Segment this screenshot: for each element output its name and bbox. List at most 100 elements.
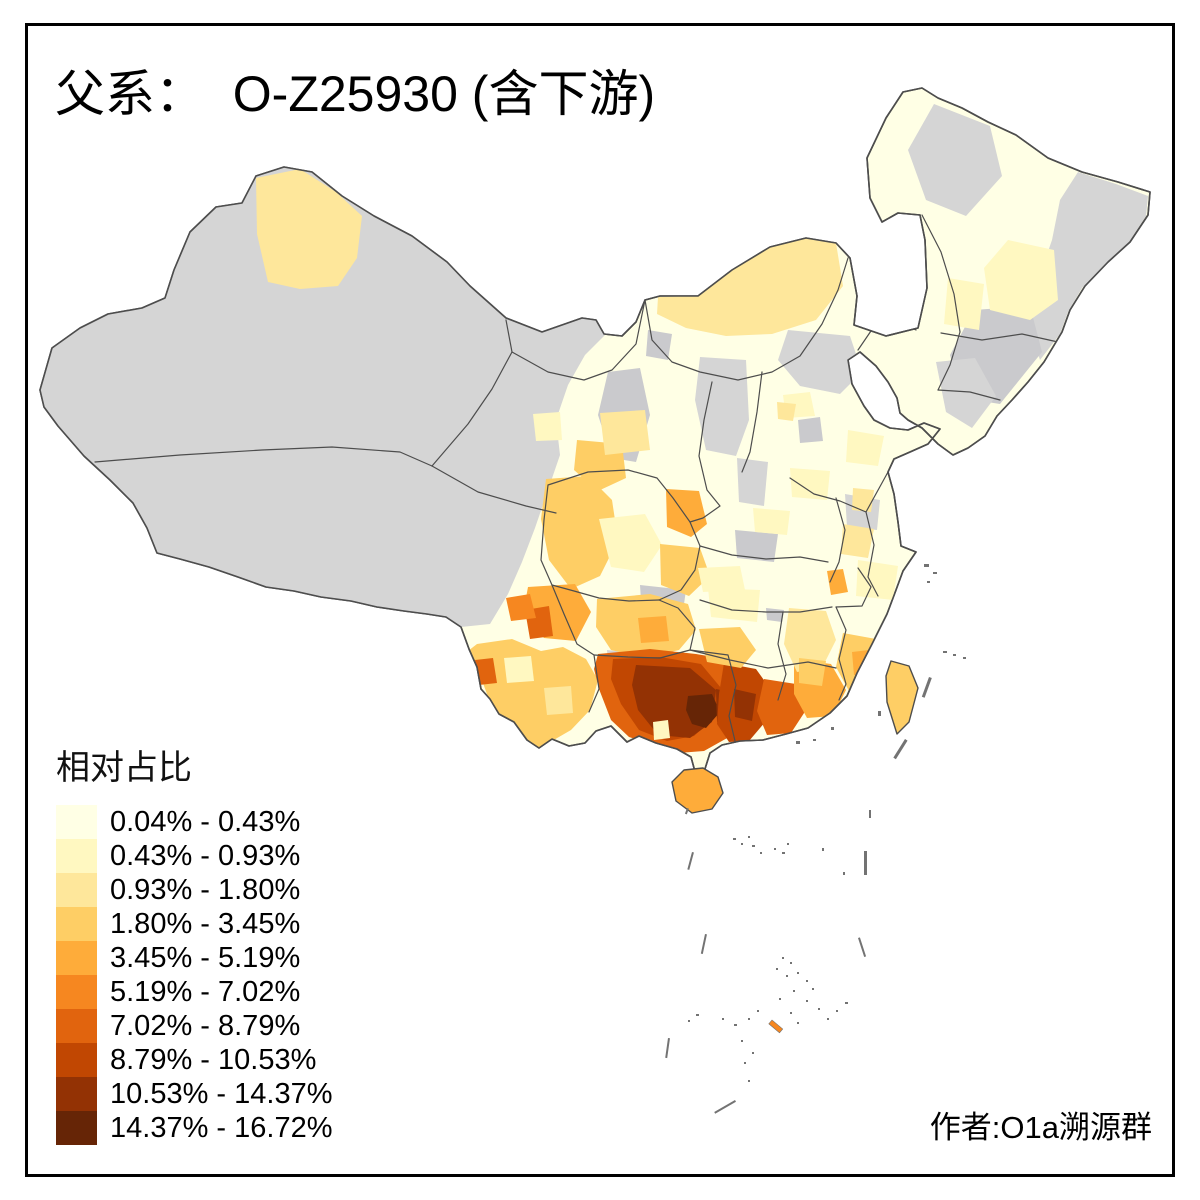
province-boundary-1 — [431, 319, 513, 467]
region-w-guangdong-c9 — [734, 689, 756, 721]
region-jiangxi-c3 — [784, 608, 836, 672]
islet-1 — [933, 572, 937, 574]
islet-0 — [924, 564, 929, 567]
islet-47 — [688, 1020, 690, 1022]
legend-swatch-8 — [56, 1043, 97, 1077]
islet-44 — [734, 1024, 737, 1026]
legend-swatch-2 — [56, 839, 97, 873]
province-boundary-20 — [921, 214, 961, 391]
region-anhui-c5 — [827, 569, 848, 595]
region-yunnan-c3 — [544, 686, 573, 715]
legend-row: 0.93% - 1.80% — [56, 873, 332, 907]
island-hainan — [671, 767, 724, 814]
islet-30 — [797, 972, 799, 974]
region-w-sichuan-c4 — [541, 476, 618, 589]
legend-swatch-5 — [56, 941, 97, 975]
islet-48 — [741, 1040, 743, 1042]
islet-10 — [813, 739, 816, 741]
island-taiwan — [885, 660, 919, 735]
legend-row: 0.04% - 0.43% — [56, 805, 332, 839]
legend-row: 10.53% - 14.37% — [56, 1077, 332, 1111]
region-w-yunnan-c7 — [475, 658, 497, 685]
islet-45 — [722, 1018, 724, 1020]
islet-41 — [845, 1002, 848, 1004]
legend-swatch-9 — [56, 1077, 97, 1111]
legend-label: 14.37% - 16.72% — [110, 1111, 333, 1144]
region-inner-mongolia-band — [657, 238, 843, 336]
islet-40 — [836, 1010, 838, 1012]
islet-9 — [796, 741, 800, 744]
province-boundary-2 — [431, 465, 557, 514]
legend-row: 5.19% - 7.02% — [56, 975, 332, 1009]
islet-46 — [696, 1014, 699, 1016]
legend-row: 8.79% - 10.53% — [56, 1043, 332, 1077]
attribution-text: 作者:O1a溯源群 — [929, 1110, 1152, 1145]
province-boundary-12 — [835, 606, 847, 701]
province-boundary-13 — [835, 567, 872, 608]
reef-islet — [768, 1019, 784, 1034]
region-zhejiang-c2 — [856, 560, 898, 600]
islet-20 — [822, 848, 824, 851]
province-boundary-15 — [829, 497, 846, 583]
region-chengdu-c2 — [599, 514, 662, 572]
legend-swatch-10 — [56, 1111, 97, 1145]
region-jiangsu-c3 — [841, 524, 874, 558]
region-shandong-nodata — [798, 417, 823, 443]
region-heilongjiang-c2a — [984, 240, 1058, 320]
islet-3 — [921, 676, 932, 698]
region-guangxi-c2-islet — [653, 720, 670, 740]
province-boundary-10 — [699, 599, 833, 613]
islet-18 — [782, 852, 785, 854]
region-s-hunan-c4 — [699, 627, 756, 668]
region-hubei-c2 — [698, 566, 745, 592]
legend-row: 3.45% - 5.19% — [56, 941, 332, 975]
region-heilongjiang-c2b — [944, 278, 984, 330]
legend-label: 0.93% - 1.80% — [110, 873, 301, 906]
region-guizhou-c5 — [638, 616, 669, 643]
region-e-liaoning-nodata — [936, 358, 996, 428]
islet-23 — [687, 851, 694, 870]
region-nshanxi-nodata — [695, 357, 749, 456]
islet-39 — [827, 1018, 829, 1020]
islet-24 — [700, 934, 707, 954]
islet-12 — [733, 838, 736, 840]
legend-label: 7.02% - 8.79% — [110, 1009, 301, 1042]
region-n-hunan-c2 — [708, 588, 760, 622]
islet-49 — [752, 1052, 754, 1054]
coastline — [39, 87, 1151, 780]
province-boundary-19 — [644, 257, 849, 381]
islet-2 — [927, 581, 930, 583]
legend-label: 10.53% - 14.37% — [110, 1077, 333, 1110]
province-boundary-11 — [699, 545, 829, 563]
legend-label: 5.19% - 7.02% — [110, 975, 301, 1008]
islet-36 — [818, 1008, 820, 1010]
islet-25 — [857, 937, 867, 958]
islet-26 — [782, 957, 784, 959]
province-boundary-5 — [551, 584, 600, 713]
islet-32 — [812, 988, 814, 990]
islet-14 — [748, 836, 750, 838]
islet-16 — [760, 852, 762, 854]
region-heihe-nodata — [908, 104, 1002, 216]
legend-title: 相对占比 — [56, 749, 192, 787]
islet-42 — [757, 1010, 759, 1012]
province-boundary-7 — [689, 649, 737, 746]
legend-row: 14.37% - 16.72% — [56, 1111, 332, 1145]
region-gansu-c3 — [600, 410, 650, 455]
islet-31 — [806, 980, 808, 982]
province-boundary-4 — [540, 469, 701, 602]
province-boundary-18 — [689, 381, 721, 523]
islet-17 — [774, 848, 776, 850]
region-s-hebei-c2 — [846, 430, 884, 466]
page-title: 父系： O-Z25930 (含下游) — [55, 66, 656, 122]
province-boundary-8 — [689, 649, 837, 669]
legend-rows: 0.04% - 0.43% 0.43% - 0.93% 0.93% - 1.80% 1… — [56, 805, 332, 1145]
legend-label: 8.79% - 10.53% — [110, 1043, 317, 1076]
region-nshanxi-nodata2 — [646, 330, 672, 360]
region-fujian-c5 — [852, 650, 871, 675]
province-boundary-22 — [937, 389, 1001, 401]
legend-swatch-6 — [56, 975, 97, 1009]
islet-37 — [790, 1012, 792, 1014]
islet-52 — [665, 1037, 670, 1059]
